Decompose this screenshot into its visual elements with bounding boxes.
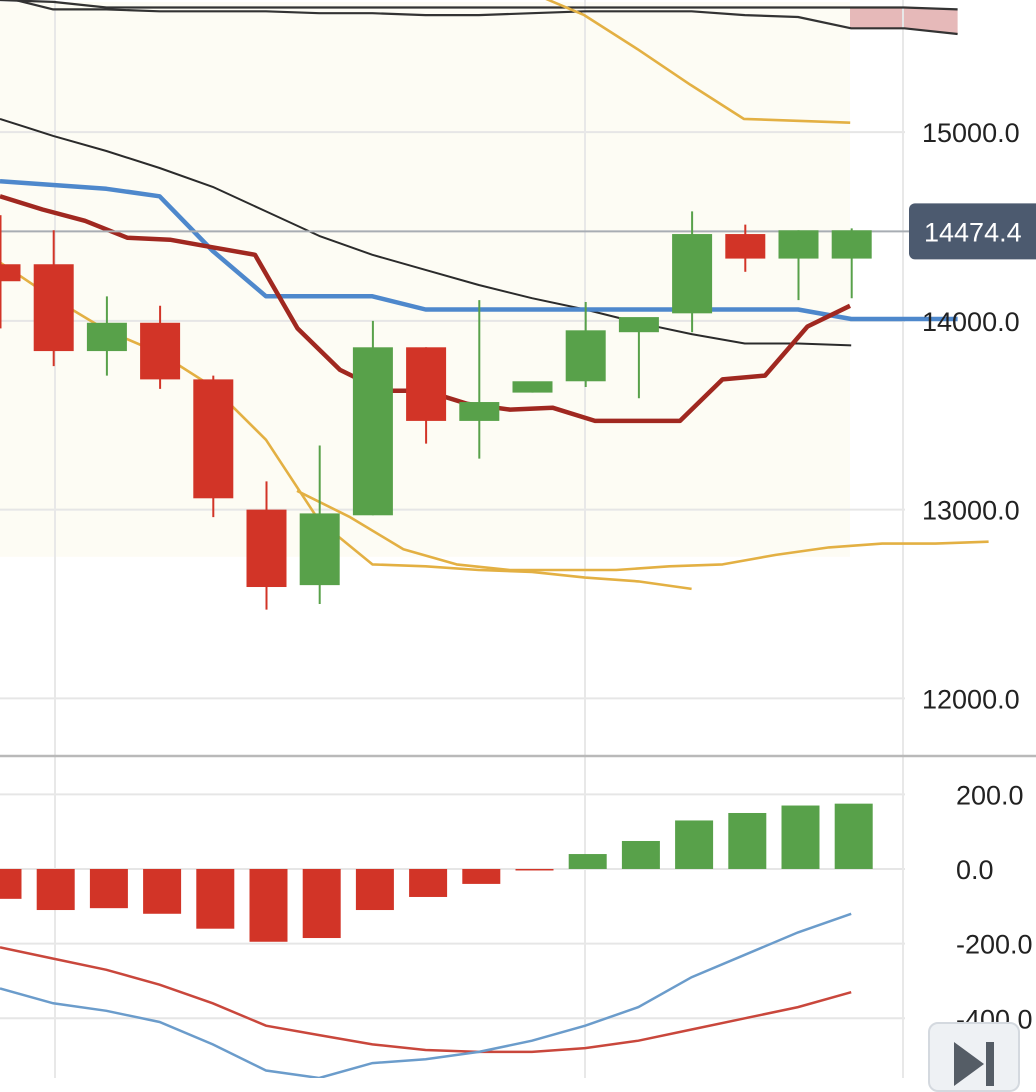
- main-series-line: [0, 0, 958, 11]
- histogram-bar: [196, 868, 235, 929]
- histogram-bar: [36, 868, 75, 911]
- last-price-tag: [909, 203, 1036, 260]
- y-tick-label-main: 14000.0: [922, 307, 1020, 337]
- candle-body: [299, 513, 340, 586]
- candle-body: [406, 347, 447, 421]
- band-fill: [0, 2, 850, 557]
- histogram-bar: [621, 840, 660, 869]
- histogram-bar: [515, 868, 554, 871]
- candle-body: [0, 264, 21, 282]
- candle-body: [246, 509, 287, 588]
- y-tick-label-main: 12000.0: [922, 684, 1020, 714]
- histogram-bar: [302, 868, 341, 939]
- y-tick-label-main: 13000.0: [922, 496, 1020, 526]
- osc-series-line: [0, 912, 852, 1080]
- histogram-bar: [143, 868, 182, 914]
- candle-body: [352, 347, 393, 516]
- y-tick-label-osc: -200.0: [956, 930, 1033, 960]
- candle-body: [672, 234, 713, 314]
- end-bar-icon: [986, 1042, 994, 1086]
- candle-body: [725, 234, 766, 259]
- play-to-end-button[interactable]: [928, 1022, 1020, 1092]
- candle-body: [831, 230, 872, 259]
- play-icon: [954, 1042, 984, 1086]
- histogram-bar: [675, 820, 714, 869]
- histogram-bar: [781, 805, 820, 869]
- candle-body: [459, 402, 500, 421]
- y-tick-label-osc: 200.0: [956, 780, 1024, 810]
- histogram-bar: [0, 868, 22, 899]
- histogram-bar: [834, 803, 873, 869]
- main-series-line: [10, 0, 958, 36]
- main-series-line: [545, 0, 851, 124]
- osc-series-line: [0, 946, 852, 1054]
- candle-body: [778, 230, 819, 259]
- y-tick-label-osc: 0.0: [956, 855, 994, 885]
- candle-body: [618, 317, 659, 333]
- candle-body: [512, 381, 553, 393]
- candle-body: [140, 322, 181, 380]
- candle-body: [193, 379, 234, 499]
- last-price-tag-label: 14474.4: [924, 217, 1022, 247]
- candle-body: [565, 330, 606, 382]
- histogram-bar: [568, 854, 607, 869]
- histogram-bar: [728, 812, 767, 869]
- histogram-bar: [89, 868, 128, 909]
- histogram-bar: [409, 868, 448, 897]
- histogram-bar: [355, 868, 394, 911]
- candle-body: [86, 322, 127, 352]
- histogram-bar: [462, 868, 501, 884]
- y-tick-label-main: 15000.0: [922, 118, 1020, 148]
- main-series-line: [296, 489, 989, 572]
- histogram-bar: [249, 868, 288, 942]
- main-series-line: [0, 117, 852, 347]
- candle-body: [33, 264, 74, 352]
